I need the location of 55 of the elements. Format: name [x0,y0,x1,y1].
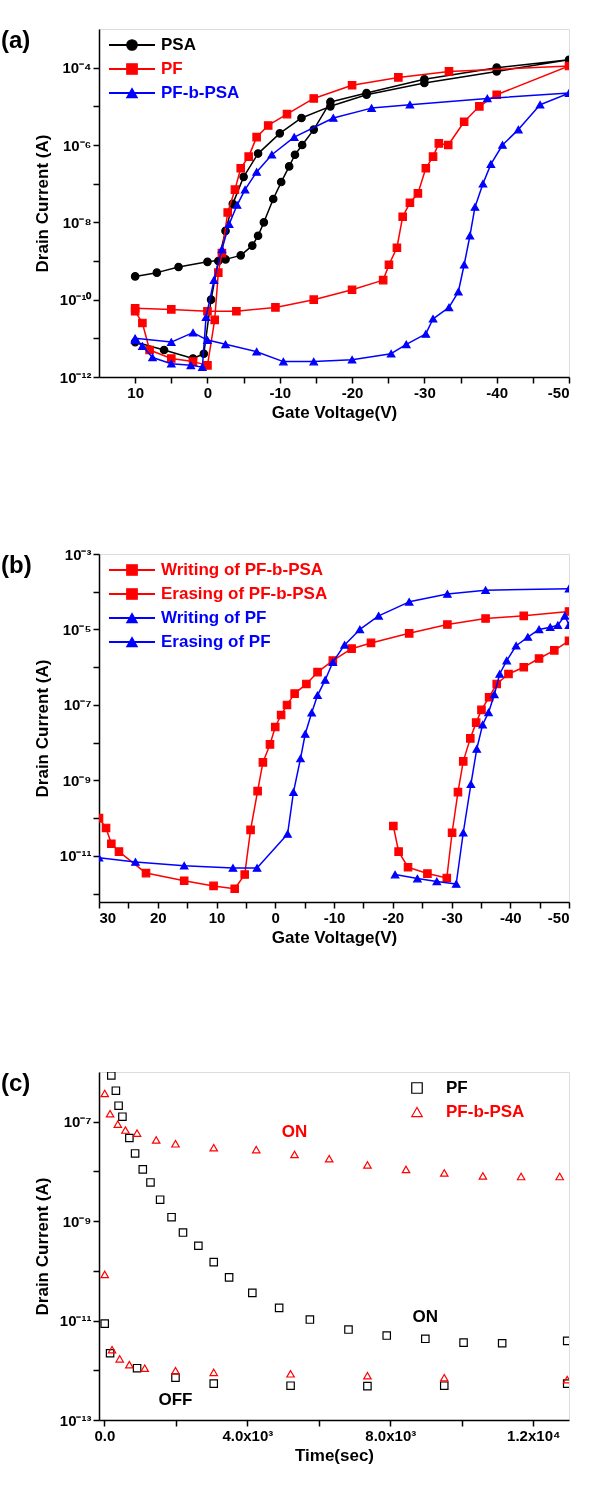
y-tick-label: 10⁻⁷ [63,1113,92,1131]
annotation: ON [281,1122,308,1142]
x-tick-label: 10 [208,908,226,926]
legend-label: Writing of PF [161,608,267,627]
legend-label: Writing of PF-b-PSA [161,560,324,579]
annotation: OFF [158,1389,193,1409]
x-tick-label: -50 [547,383,570,401]
x-tick-label: 4.0x10³ [222,1426,274,1444]
y-tick-label: 10⁻¹⁰ [59,291,93,309]
x-tick-label: 0.0 [94,1426,116,1444]
legend-label: PF-b-PSA [161,83,240,102]
x-tick-label: 0 [271,908,280,926]
x-tick-label: -30 [414,383,436,401]
x-tick-label: 20 [149,908,167,926]
x-axis-title: Time(sec) [294,1445,375,1465]
annotation: ON [412,1306,439,1326]
x-tick-label: 30 [99,908,117,926]
y-axis-title: Drain Current (A) [32,659,52,798]
x-axis-title: Gate Voltage(V) [271,927,398,947]
legend-label: Erasing of PF [161,632,271,651]
x-axis-title: Gate Voltage(V) [271,402,398,422]
chart-title: (b) [1,551,32,578]
x-tick-label: -30 [441,908,463,926]
y-axis-title: Drain Current (A) [32,134,52,273]
x-tick-label: 0 [203,383,213,401]
x-tick-label: 1.2x10⁴ [507,1426,561,1444]
x-tick-label: -10 [323,908,346,926]
legend-label: Erasing of PF-b-PSA [161,584,328,603]
legend-label: PF-b-PSA [446,1102,525,1121]
y-tick-label: 10⁻⁹ [62,1212,92,1230]
y-tick-label: 10⁻⁵ [62,620,92,638]
legend-label: PSA [161,35,196,54]
x-tick-label: 8.0x10³ [365,1426,417,1444]
y-axis-title: Drain Current (A) [32,1177,52,1316]
y-tick-label: 10⁻¹² [59,368,92,386]
x-tick-label: -50 [547,908,570,926]
legend-label: PF [161,59,183,78]
x-tick-label: 10 [127,383,144,401]
y-tick-label: 10⁻¹³ [59,1411,92,1429]
y-tick-label: 10⁻¹¹ [59,1312,92,1330]
y-tick-label: 10⁻⁶ [62,136,92,154]
x-tick-label: -20 [341,383,364,401]
chart-title: (a) [1,26,31,53]
y-tick-label: 10⁻³ [64,545,92,563]
y-tick-label: 10⁻⁷ [63,696,92,714]
x-tick-label: -20 [382,908,405,926]
y-tick-label: 10⁻⁹ [62,771,92,789]
y-tick-label: 10⁻⁸ [62,213,92,231]
chart-title: (c) [1,1069,31,1096]
y-tick-label: 10⁻⁴ [62,59,92,77]
x-tick-label: -40 [499,908,522,926]
y-tick-label: 10⁻¹¹ [59,847,92,865]
x-tick-label: -10 [269,383,292,401]
legend-label: PF [446,1078,468,1097]
x-tick-label: -40 [486,383,509,401]
